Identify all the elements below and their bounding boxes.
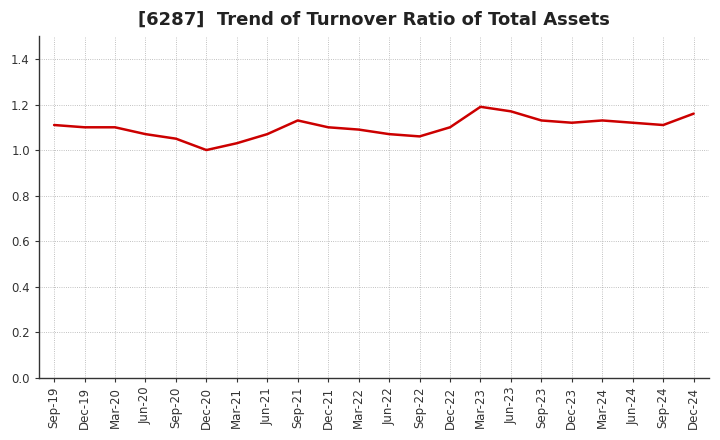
Title: [6287]  Trend of Turnover Ratio of Total Assets: [6287] Trend of Turnover Ratio of Total … bbox=[138, 11, 610, 29]
